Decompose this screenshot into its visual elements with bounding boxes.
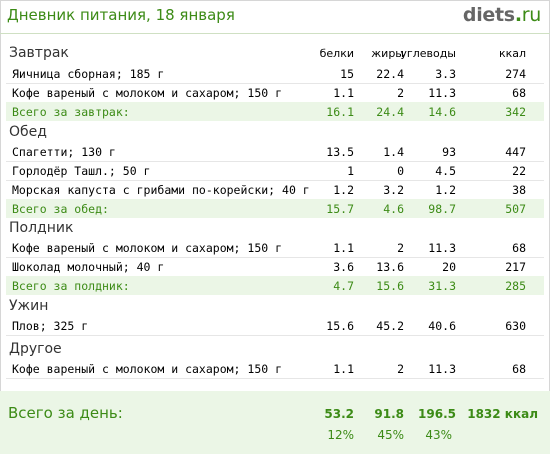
site-logo[interactable]: diets.ru (463, 4, 541, 26)
day-total-label: Всего за день: (8, 404, 123, 422)
carbs-value: 11.3 (428, 241, 456, 255)
carbs-value: 1.2 (435, 183, 456, 197)
fat-value: 2 (397, 362, 404, 376)
table-row: Шоколад молочный; 40 г 3.6 13.6 20 217 (6, 257, 544, 277)
kcal-total: 507 (505, 202, 526, 216)
logo-main: diets (462, 4, 515, 26)
carbs-value: 11.3 (428, 362, 456, 376)
food-name: Горлодёр Ташл.; 50 г (12, 164, 151, 178)
section-title-breakfast: Завтрак (9, 45, 69, 61)
table-row: Кофе вареный с молоком и сахаром; 150 г … (6, 83, 544, 103)
carbs-value: 11.3 (428, 86, 456, 100)
protein-value: 3.6 (333, 260, 354, 274)
table-row: Кофе вареный с молоком и сахаром; 150 г … (6, 238, 544, 258)
carbs-total: 31.3 (428, 279, 456, 293)
food-name: Морская капуста с грибами по-корейски; 4… (12, 183, 310, 197)
fat-value: 1.4 (383, 145, 404, 159)
col-fat: жиры (371, 47, 404, 60)
food-name: Кофе вареный с молоком и сахаром; 150 г (12, 86, 283, 100)
kcal-value: 447 (505, 145, 526, 159)
kcal-value: 274 (505, 67, 526, 81)
header: Дневник питания, 18 января diets.ru (0, 0, 550, 33)
fat-value: 22.4 (376, 67, 404, 81)
section-title-dinner: Ужин (9, 298, 49, 314)
fat-total: 24.4 (376, 105, 404, 119)
carbs-value: 3.3 (435, 67, 456, 81)
page-title: Дневник питания, 18 января (7, 6, 235, 24)
section-title-snack: Полдник (9, 220, 74, 236)
carbs-value: 20 (442, 260, 456, 274)
food-name: Яичница сборная; 185 г (12, 67, 165, 81)
kcal-value: 217 (505, 260, 526, 274)
table-row: Горлодёр Ташл.; 50 г 1 0 4.5 22 (6, 161, 544, 181)
day-kcal: 1832 ккал (467, 407, 538, 421)
total-label: Всего за полдник: (12, 279, 130, 293)
table-row: Спагетти; 130 г 13.5 1.4 93 447 (6, 142, 544, 162)
fat-total: 4.6 (383, 202, 404, 216)
kcal-value: 22 (512, 164, 526, 178)
fat-total: 15.6 (376, 279, 404, 293)
table-row: Плов; 325 г 15.6 45.2 40.6 630 (6, 316, 544, 336)
col-kcal: ккал (498, 47, 526, 60)
food-name: Кофе вареный с молоком и сахаром; 150 г (12, 362, 283, 376)
carbs-total: 14.6 (428, 105, 456, 119)
protein-total: 4.7 (333, 279, 354, 293)
day-total: Всего за день: 53.2 91.8 196.5 1832 ккал… (0, 391, 550, 454)
day-protein: 53.2 (324, 407, 354, 421)
kcal-total: 285 (505, 279, 526, 293)
fat-value: 13.6 (376, 260, 404, 274)
carbs-total: 98.7 (428, 202, 456, 216)
carbs-value: 40.6 (428, 319, 456, 333)
protein-value: 1.2 (333, 183, 354, 197)
kcal-total: 342 (505, 105, 526, 119)
food-name: Спагетти; 130 г (12, 145, 116, 159)
day-fat-pct: 45% (377, 428, 404, 442)
food-name: Кофе вареный с молоком и сахаром; 150 г (12, 241, 283, 255)
protein-value: 1.1 (333, 86, 354, 100)
protein-value: 1.1 (333, 241, 354, 255)
fat-value: 3.2 (383, 183, 404, 197)
day-protein-pct: 12% (327, 428, 354, 442)
table-row: Морская капуста с грибами по-корейски; 4… (6, 180, 544, 200)
col-carbs: углеводы (400, 47, 456, 60)
fat-value: 45.2 (376, 319, 404, 333)
protein-value: 1.1 (333, 362, 354, 376)
header-divider (0, 33, 550, 34)
section-total-row: Всего за завтрак: 16.1 24.4 14.6 342 (6, 102, 544, 121)
fat-value: 2 (397, 86, 404, 100)
logo-dot: . (514, 4, 522, 26)
section-title-lunch: Обед (9, 124, 47, 140)
col-protein: белки (319, 47, 354, 60)
day-carbs-pct: 43% (425, 428, 452, 442)
total-label: Всего за завтрак: (12, 105, 130, 119)
kcal-value: 630 (505, 319, 526, 333)
food-name: Плов; 325 г (12, 319, 89, 333)
carbs-value: 4.5 (435, 164, 456, 178)
carbs-value: 93 (442, 145, 456, 159)
fat-value: 0 (397, 164, 404, 178)
table-row: Кофе вареный с молоком и сахаром; 150 г … (6, 359, 544, 379)
total-label: Всего за обед: (12, 202, 109, 216)
day-fat: 91.8 (374, 407, 404, 421)
protein-total: 16.1 (326, 105, 354, 119)
logo-tld: ru (521, 4, 542, 26)
protein-value: 15.6 (326, 319, 354, 333)
section-title-other: Другое (9, 341, 62, 357)
protein-value: 1 (347, 164, 354, 178)
protein-value: 13.5 (326, 145, 354, 159)
day-carbs: 196.5 (418, 407, 456, 421)
kcal-value: 68 (512, 362, 526, 376)
kcal-value: 68 (512, 86, 526, 100)
section-total-row: Всего за полдник: 4.7 15.6 31.3 285 (6, 276, 544, 295)
protein-value: 15 (340, 67, 354, 81)
table-row: Яичница сборная; 185 г 15 22.4 3.3 274 (6, 64, 544, 84)
section-total-row: Всего за обед: 15.7 4.6 98.7 507 (6, 199, 544, 218)
protein-total: 15.7 (326, 202, 354, 216)
fat-value: 2 (397, 241, 404, 255)
kcal-value: 68 (512, 241, 526, 255)
food-name: Шоколад молочный; 40 г (12, 260, 165, 274)
kcal-value: 38 (512, 183, 526, 197)
